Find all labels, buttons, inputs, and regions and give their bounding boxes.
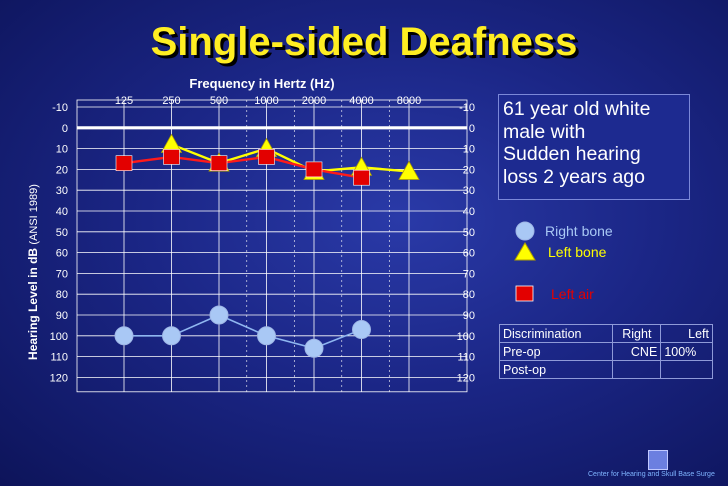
audiogram-chart: Frequency in Hertz (Hz)125 250 500 1000 2000… [26, 76, 475, 393]
data-point-left-air [210, 155, 228, 171]
y-tick-label-right: 50 [463, 227, 475, 239]
y-tick-label-right: 70 [463, 268, 475, 280]
y-tick-label-left: 30 [56, 185, 68, 197]
footer-text: Center for Hearing and Skull Base Surge [588, 471, 715, 478]
data-point-left-air [305, 161, 323, 178]
table-header: Left [660, 324, 713, 343]
legend-left-bone: Left bone [514, 242, 606, 262]
table-cell: CNE [612, 342, 662, 361]
discrimination-table: Discrimination Right Left Pre-op CNE 100… [498, 324, 713, 379]
data-point-right-bone [304, 338, 324, 358]
table-cell: Pre-op [498, 342, 614, 361]
data-point-right-bone [114, 326, 134, 346]
y-tick-label-right: 60 [463, 248, 475, 260]
x-tick-label: 4000 [349, 95, 373, 107]
y-tick-label-left: 60 [56, 248, 68, 260]
legend-label: Right bone [545, 223, 613, 239]
slide-title: Single-sided Deafness [150, 20, 578, 64]
y-tick-label-left: -10 [52, 102, 68, 114]
legend-label: Left air [551, 286, 594, 302]
institution-logo-icon [648, 450, 668, 470]
table-row: Pre-op CNE 100% [498, 342, 713, 361]
x-tick-label: 125 [115, 95, 133, 107]
y-tick-label-right: 120 [457, 372, 475, 384]
data-point-left-air [163, 149, 180, 165]
table-cell: 100% [660, 342, 713, 361]
x-axis-title: Frequency in Hertz (Hz) [189, 76, 334, 91]
y-tick-label-right: 90 [463, 310, 475, 322]
data-point-left-bone [398, 160, 420, 180]
y-tick-label-right: 100 [457, 331, 475, 343]
legend-left-air: Left air [515, 285, 594, 303]
y-tick-label-right: 20 [463, 164, 475, 176]
table-row: Post-op [498, 360, 713, 379]
legend-right-bone: Right bone [514, 221, 613, 241]
square-marker-icon [515, 285, 534, 302]
table-cell [612, 360, 662, 379]
y-tick-label-left: 40 [56, 206, 68, 218]
y-tick-label-right: 40 [463, 206, 475, 218]
y-tick-label-left: 20 [56, 164, 68, 176]
data-point-right-bone [162, 326, 181, 346]
x-tick-label: 500 [210, 95, 228, 107]
legend-label: Left bone [548, 244, 607, 260]
series-line-left-air [123, 155, 362, 179]
table-cell [660, 360, 713, 379]
y-tick-label-right: 110 [457, 352, 475, 364]
y-tick-label-left: 70 [56, 268, 68, 280]
data-point-left-air [258, 149, 275, 165]
plot-frame [76, 99, 468, 393]
y-tick-label-right: 30 [463, 185, 475, 197]
y-tick-label-right: -10 [459, 102, 475, 114]
patient-info-box: 61 year old white male with Sudden heari… [498, 94, 690, 200]
y-axis-title-sub: (ANSI 1989) [28, 184, 40, 245]
info-line: Sudden hearing [503, 143, 641, 165]
y-axis-title: Hearing Level in dB (ANSI 1989) [26, 184, 40, 360]
triangle-marker-icon [514, 242, 536, 261]
circle-marker-icon [515, 221, 535, 241]
data-point-right-bone [209, 305, 229, 325]
x-tick-label: 8000 [397, 95, 421, 107]
x-tick-label: 250 [162, 95, 180, 107]
y-tick-label-left: 90 [56, 310, 68, 322]
y-axis-title-main: Hearing Level in dB [26, 245, 40, 360]
y-tick-label-left: 110 [50, 352, 68, 364]
y-tick-label-right: 0 [469, 123, 475, 135]
y-tick-label-left: 50 [56, 227, 68, 239]
table-header: Right [612, 324, 662, 343]
table-header-row: Discrimination Right Left [498, 324, 713, 343]
y-tick-label-right: 10 [463, 144, 475, 156]
data-point-right-bone [257, 326, 276, 346]
x-tick-label: 2000 [302, 95, 326, 107]
series-line-right-bone [124, 314, 362, 350]
table-header: Discrimination [498, 324, 614, 343]
y-tick-label-right: 80 [463, 289, 475, 301]
y-tick-label-left: 0 [62, 123, 68, 135]
y-tick-label-left: 10 [56, 144, 68, 156]
info-line: 61 year old white [503, 98, 651, 120]
data-point-left-air [353, 169, 370, 186]
info-line: male with [503, 120, 586, 143]
data-point-right-bone [352, 320, 371, 340]
x-tick-label: 1000 [254, 95, 278, 107]
y-tick-label-left: 120 [50, 372, 68, 384]
data-point-left-air [115, 155, 133, 171]
info-line: loss 2 years ago [503, 165, 645, 188]
table-cell: Post-op [498, 360, 614, 379]
y-tick-label-left: 100 [50, 331, 68, 343]
y-tick-label-left: 80 [56, 289, 68, 301]
